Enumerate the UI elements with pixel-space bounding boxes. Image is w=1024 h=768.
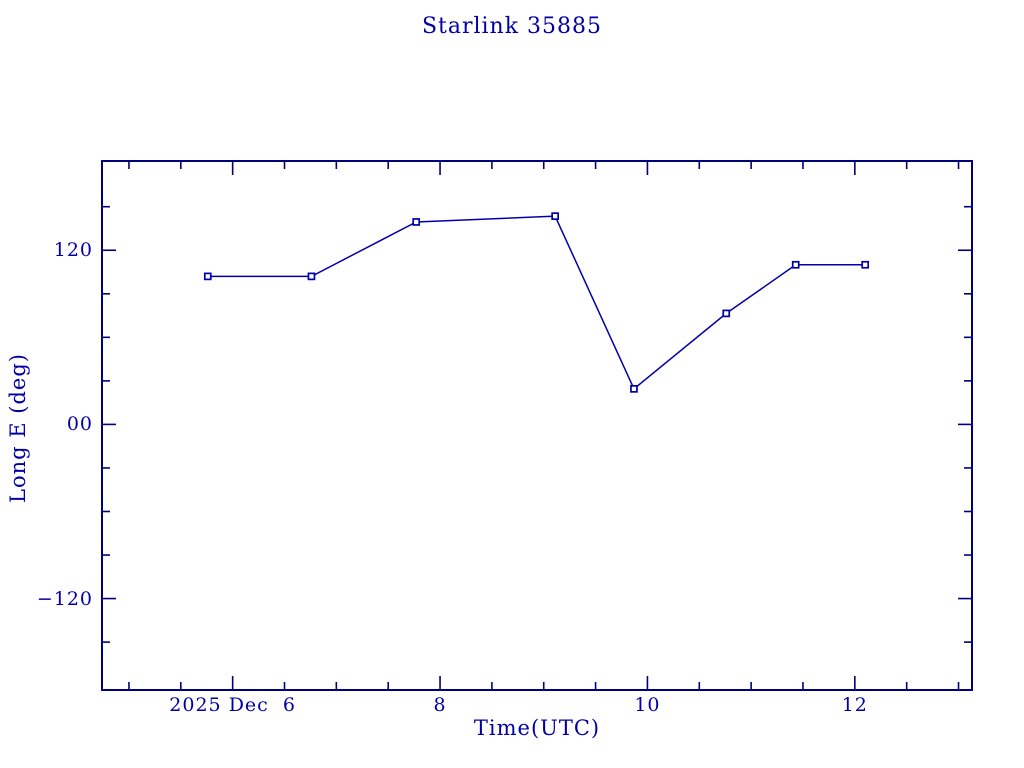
plot-frame: [101, 160, 973, 691]
x-axis-label: Time(UTC): [473, 716, 601, 740]
y-tick-label: −120: [36, 587, 93, 610]
data-point-marker: [722, 309, 731, 318]
y-tick-label: 120: [53, 239, 93, 262]
data-point-marker: [307, 272, 316, 281]
chart-title: Starlink 35885: [421, 14, 603, 39]
y-tick-label: 00: [66, 413, 93, 436]
data-point-marker: [630, 385, 638, 393]
data-point-marker: [551, 212, 559, 220]
data-point-marker: [791, 260, 800, 269]
data-point-marker: [861, 260, 870, 269]
data-point-marker: [412, 218, 421, 226]
x-tick-label: 10: [634, 694, 661, 716]
data-line: [207, 215, 866, 391]
x-tick-label: 2025 Dec 6: [169, 694, 296, 716]
x-tick-label: 12: [841, 694, 868, 716]
data-point-marker: [203, 272, 212, 281]
x-tick-label: 8: [433, 694, 447, 716]
